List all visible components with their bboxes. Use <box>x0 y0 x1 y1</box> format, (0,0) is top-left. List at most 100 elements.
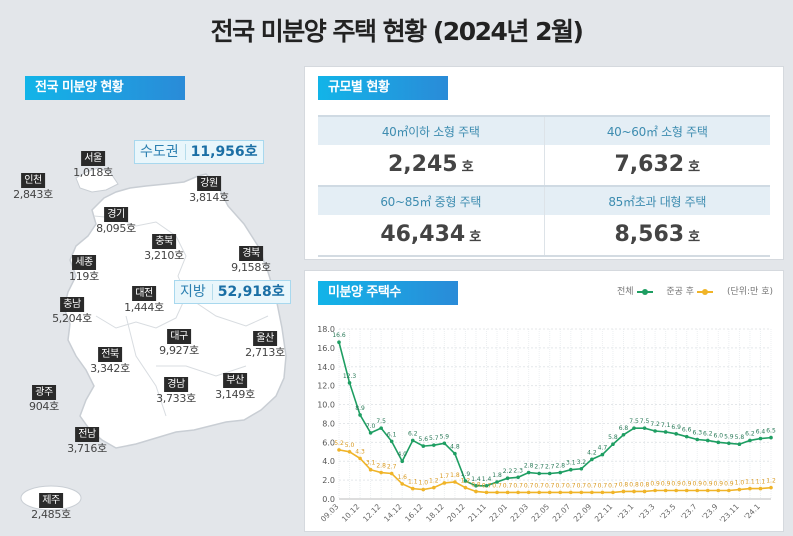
size-panel: 규모별 현황 40㎡이하 소형 주택 40~60㎡ 소형 주택 2,245 호 7… <box>304 66 784 260</box>
size-label-large: 85㎡초과 대형 주택 <box>543 187 771 215</box>
svg-text:2.7: 2.7 <box>387 464 397 471</box>
legend-total-label: 전체 <box>616 287 634 297</box>
region-gyeongnam: 경남 3,733호 <box>156 377 196 405</box>
size-value-row: 2,245 호 7,632 호 <box>318 145 770 185</box>
region-gwangju: 광주 904호 <box>29 385 59 413</box>
svg-text:5.0: 5.0 <box>345 442 355 449</box>
legend-post-completion-label: 준공 후 <box>666 287 695 297</box>
svg-text:0.7: 0.7 <box>482 482 492 489</box>
svg-text:20.12: 20.12 <box>445 502 467 524</box>
svg-text:2.8: 2.8 <box>376 463 386 470</box>
svg-text:5.9: 5.9 <box>440 433 450 440</box>
provinces-value: 52,918호 <box>217 284 285 300</box>
svg-text:7.2: 7.2 <box>650 421 660 428</box>
svg-text:6.0: 6.0 <box>714 432 724 439</box>
svg-text:1.4: 1.4 <box>471 476 481 483</box>
svg-text:6.2: 6.2 <box>703 430 713 437</box>
size-value-small-40-60: 7,632 <box>614 152 685 177</box>
svg-text:5.8: 5.8 <box>735 434 745 441</box>
region-chungnam: 충남 5,204호 <box>52 297 92 325</box>
svg-text:7.5: 7.5 <box>640 418 650 425</box>
region-jeju: 제주 2,485호 <box>31 493 71 521</box>
size-value-medium: 46,434 <box>380 222 466 247</box>
region-daejeon: 대전 1,444호 <box>124 286 164 314</box>
svg-text:4.0: 4.0 <box>397 451 407 458</box>
size-label-medium: 60~85㎡ 중형 주택 <box>380 195 482 209</box>
svg-text:4.0: 4.0 <box>322 457 335 466</box>
svg-text:0.7: 0.7 <box>598 482 608 489</box>
svg-text:5.7: 5.7 <box>429 435 439 442</box>
svg-text:6.2: 6.2 <box>408 430 418 437</box>
chart-legend: 전체 준공 후 (단위:만 호) <box>617 284 773 297</box>
svg-text:6.1: 6.1 <box>387 431 397 438</box>
svg-text:4.3: 4.3 <box>355 448 365 455</box>
svg-text:8.9: 8.9 <box>355 405 365 412</box>
svg-text:7.5: 7.5 <box>629 418 639 425</box>
map-panel: 전국 미분양 현황 수도권 11,956호 지방 52,918호 서울 1,018호 … <box>6 66 296 536</box>
size-header-row: 60~85㎡ 중형 주택 85㎡초과 대형 주택 <box>318 185 770 215</box>
svg-text:0.9: 0.9 <box>661 481 671 488</box>
svg-text:2.2: 2.2 <box>503 468 513 475</box>
region-daegu: 대구 9,927호 <box>159 329 199 357</box>
svg-text:3.1: 3.1 <box>366 460 376 467</box>
svg-text:22.05: 22.05 <box>530 502 552 524</box>
svg-text:12.0: 12.0 <box>317 382 335 391</box>
region-incheon: 인천 2,843호 <box>13 173 53 201</box>
svg-text:16.12: 16.12 <box>403 502 425 524</box>
svg-text:22.07: 22.07 <box>551 502 573 524</box>
svg-text:0.9: 0.9 <box>703 481 713 488</box>
legend-total-swatch-icon <box>636 288 653 295</box>
region-gyeonggi: 경기 8,095호 <box>96 207 136 235</box>
svg-text:'23.1: '23.1 <box>616 502 636 522</box>
svg-text:12.12: 12.12 <box>361 502 383 524</box>
region-jeonnam: 전남 3,716호 <box>67 427 107 455</box>
svg-text:1.2: 1.2 <box>766 478 776 485</box>
svg-text:7.0: 7.0 <box>366 423 376 430</box>
svg-text:0.7: 0.7 <box>587 482 597 489</box>
svg-text:5.6: 5.6 <box>419 436 429 443</box>
svg-text:7.5: 7.5 <box>376 418 386 425</box>
svg-text:2.0: 2.0 <box>322 476 335 485</box>
svg-text:3.2: 3.2 <box>577 459 587 466</box>
svg-text:12.3: 12.3 <box>343 373 357 380</box>
region-gyeongbuk: 경북 9,158호 <box>231 246 271 274</box>
svg-text:0.0: 0.0 <box>322 495 335 504</box>
size-value-row: 46,434 호 8,563 호 <box>318 215 770 255</box>
chart-section-tag: 미분양 주택수 <box>318 281 458 305</box>
svg-text:6.8: 6.8 <box>619 425 629 432</box>
svg-text:1.4: 1.4 <box>482 476 492 483</box>
size-grid: 40㎡이하 소형 주택 40~60㎡ 소형 주택 2,245 호 7,632 호 6… <box>318 115 770 257</box>
svg-text:'23.5: '23.5 <box>658 502 678 522</box>
svg-text:0.8: 0.8 <box>471 481 481 488</box>
svg-text:1.1: 1.1 <box>756 479 766 486</box>
size-label-small-40: 40㎡이하 소형 주택 <box>381 125 480 139</box>
svg-text:10.0: 10.0 <box>317 401 335 410</box>
svg-text:1.0: 1.0 <box>419 480 429 487</box>
svg-text:21.11: 21.11 <box>466 502 488 524</box>
region-seoul: 서울 1,018호 <box>73 151 113 179</box>
svg-text:2.7: 2.7 <box>545 464 555 471</box>
svg-text:'23.3: '23.3 <box>637 502 657 522</box>
svg-text:22.09: 22.09 <box>572 502 594 524</box>
svg-text:0.7: 0.7 <box>534 482 544 489</box>
svg-text:0.9: 0.9 <box>724 481 734 488</box>
svg-text:'23.11: '23.11 <box>718 502 741 525</box>
svg-text:1.7: 1.7 <box>440 473 450 480</box>
svg-text:14.0: 14.0 <box>317 363 335 372</box>
svg-text:1.8: 1.8 <box>492 472 502 479</box>
svg-text:22.01: 22.01 <box>487 502 509 524</box>
size-header-row: 40㎡이하 소형 주택 40~60㎡ 소형 주택 <box>318 115 770 145</box>
svg-text:0.7: 0.7 <box>492 482 502 489</box>
divider <box>318 255 770 257</box>
chart-panel: 미분양 주택수 전체 준공 후 (단위:만 호) 0.0 2.0 4.0 6.0 8.0… <box>304 270 784 532</box>
size-section-tag: 규모별 현황 <box>318 76 448 100</box>
svg-text:6.5: 6.5 <box>766 428 776 435</box>
svg-text:0.7: 0.7 <box>513 482 523 489</box>
size-label-small-40-60: 40~60㎡ 소형 주택 <box>543 117 771 145</box>
svg-text:22.03: 22.03 <box>509 502 531 524</box>
region-ulsan: 울산 2,713호 <box>245 331 285 359</box>
line-chart: 0.0 2.0 4.0 6.0 8.0 10.0 12.0 14.0 16.0 18.0 09.03… <box>317 325 776 525</box>
svg-text:6.6: 6.6 <box>682 427 692 434</box>
size-value-small-40: 2,245 <box>387 152 458 177</box>
region-busan: 부산 3,149호 <box>215 373 255 401</box>
